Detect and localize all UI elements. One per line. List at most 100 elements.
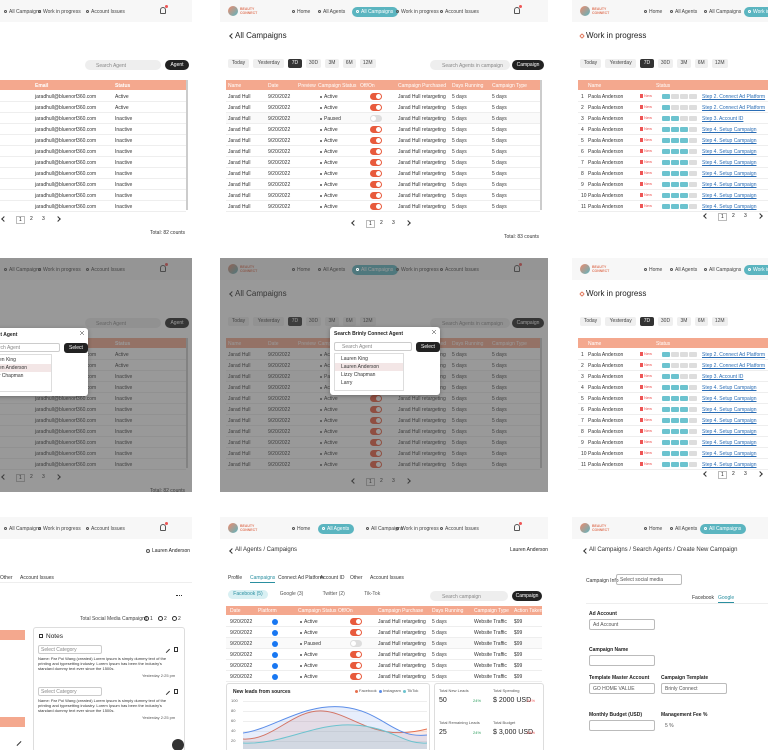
nav-item[interactable]: Account Issues [445, 526, 479, 532]
add-campaign-button[interactable]: Campaign [512, 591, 542, 601]
prev-page[interactable] [229, 548, 235, 554]
platform-tab[interactable]: Google [718, 595, 735, 603]
prev-page[interactable] [703, 471, 709, 477]
prev-page[interactable] [351, 220, 357, 226]
prev-page[interactable] [229, 33, 235, 39]
current-step[interactable]: Step 4. Setup Campaign [702, 396, 757, 402]
add-agent-button[interactable]: Agent [165, 60, 189, 70]
current-step[interactable]: Step 4. Setup Campaign [702, 160, 757, 166]
filter-pill[interactable]: 7D [288, 59, 302, 68]
page-number[interactable]: 2 [380, 220, 383, 226]
field-input[interactable] [589, 619, 655, 630]
page-number[interactable]: 1 [16, 216, 25, 224]
tab[interactable]: Connect Ad Platform [278, 575, 324, 581]
current-step[interactable]: Step 3. Account ID [702, 116, 744, 122]
page-number[interactable]: 3 [744, 213, 747, 219]
nav-item[interactable]: Account Issues [91, 9, 125, 15]
tab[interactable]: Account Issues [20, 575, 54, 581]
current-step[interactable]: Step 4. Setup Campaign [702, 149, 757, 155]
filter-pill[interactable]: Yesterday [253, 59, 285, 68]
edit-icon[interactable] [16, 741, 22, 746]
action-button[interactable] [172, 739, 184, 750]
next-page[interactable] [55, 216, 61, 222]
field-input[interactable] [661, 683, 727, 694]
filter-pill[interactable]: 6M [694, 317, 708, 326]
page-number[interactable]: 2 [30, 216, 33, 222]
field-input[interactable] [589, 683, 655, 694]
nav-item[interactable]: Home [297, 9, 311, 15]
option[interactable]: Lizzy Chapman [0, 373, 24, 379]
current-step[interactable]: Step 4. Setup Campaign [702, 385, 757, 391]
filter-pill[interactable]: 30D [657, 59, 674, 68]
bell[interactable] [514, 524, 520, 531]
bell[interactable] [160, 7, 166, 14]
nav-item[interactable]: All Agents [318, 524, 355, 534]
nav-item[interactable]: All Agents [675, 526, 698, 532]
platform-pill[interactable]: Tik-Tok [358, 590, 386, 599]
edit-icon[interactable] [162, 645, 171, 654]
nav-item[interactable]: All Campaigns [371, 526, 404, 532]
filter-pill[interactable]: Today [228, 59, 249, 68]
platform-pill[interactable]: Twitter (2) [315, 590, 353, 599]
nav-item[interactable]: Home [297, 526, 311, 532]
page-number[interactable]: 1 [718, 213, 727, 221]
filter-pill[interactable]: 30D [657, 317, 674, 326]
nav-item[interactable]: Work in progress [744, 7, 768, 17]
filter-pill[interactable]: 3M [677, 59, 691, 68]
option[interactable]: Lauren Anderson [0, 364, 51, 372]
current-step[interactable]: Step 4. Setup Campaign [702, 451, 757, 457]
next-page[interactable] [757, 213, 763, 219]
filter-pill[interactable]: 7D [640, 59, 654, 68]
tab[interactable]: Account Issues [370, 575, 404, 581]
filter-pill[interactable]: 30D [305, 59, 322, 68]
menu-dots[interactable] [176, 595, 182, 597]
edit-icon[interactable] [162, 687, 171, 696]
current-step[interactable]: Step 2. Connect Ad Platform [702, 352, 766, 358]
current-step[interactable]: Step 4. Setup Campaign [702, 204, 757, 210]
current-step[interactable]: Step 4. Setup Campaign [702, 182, 757, 188]
filter-pill[interactable]: 12M [711, 317, 728, 326]
tab[interactable]: Profile [228, 575, 243, 581]
current-step[interactable]: Step 4. Setup Campaign [702, 462, 757, 468]
filter-pill[interactable]: 12M [711, 59, 728, 68]
field-input[interactable] [589, 655, 655, 666]
filter-pill[interactable]: 12M [359, 59, 376, 68]
current-step[interactable]: Step 4. Setup Campaign [702, 171, 757, 177]
current-step[interactable]: Step 4. Setup Campaign [702, 440, 757, 446]
bell[interactable] [160, 524, 166, 531]
current-step[interactable]: Step 4. Setup Campaign [702, 418, 757, 424]
current-step[interactable]: Step 3. Account ID [702, 374, 744, 380]
option[interactable]: Lizzy Chapman [341, 372, 376, 378]
option[interactable]: Lauren King [0, 357, 16, 363]
toggle[interactable] [370, 115, 382, 122]
select-button[interactable]: Select [416, 342, 440, 352]
nav-item[interactable]: All Campaigns [9, 526, 42, 532]
nav-item[interactable]: Work in progress [43, 526, 81, 532]
nav-item[interactable]: Home [649, 526, 663, 532]
next-page[interactable] [405, 220, 411, 226]
nav-item[interactable]: All Campaigns [709, 9, 742, 15]
filter-pill[interactable]: 6M [694, 59, 708, 68]
add-campaign-button[interactable]: Campaign [512, 60, 544, 70]
page-number[interactable]: 1 [366, 220, 375, 228]
current-step[interactable]: Step 2. Connect Ad Platform [702, 94, 766, 100]
nav-item[interactable]: Account Issues [91, 526, 125, 532]
page-number[interactable]: 3 [744, 471, 747, 477]
nav-item[interactable]: All Campaigns [700, 524, 747, 534]
page-number[interactable]: 2 [732, 471, 735, 477]
nav-item[interactable]: Account Issues [445, 9, 479, 15]
filter-pill[interactable]: 3M [677, 317, 691, 326]
option[interactable]: Larry [341, 380, 353, 386]
nav-item[interactable]: All Campaigns [9, 9, 42, 15]
current-step[interactable]: Step 4. Setup Campaign [702, 429, 757, 435]
platform-pill[interactable]: Google (3) [274, 590, 309, 599]
nav-item[interactable]: Work in progress [401, 526, 439, 532]
current-step[interactable]: Step 4. Setup Campaign [702, 138, 757, 144]
filter-pill[interactable]: 3M [325, 59, 339, 68]
nav-item[interactable]: All Agents [675, 9, 698, 15]
filter-pill[interactable]: 6M [342, 59, 356, 68]
nav-item[interactable]: Work in progress [744, 265, 768, 275]
bell[interactable] [514, 7, 520, 14]
nav-item[interactable]: All Agents [323, 9, 346, 15]
nav-item[interactable]: Home [649, 9, 663, 15]
